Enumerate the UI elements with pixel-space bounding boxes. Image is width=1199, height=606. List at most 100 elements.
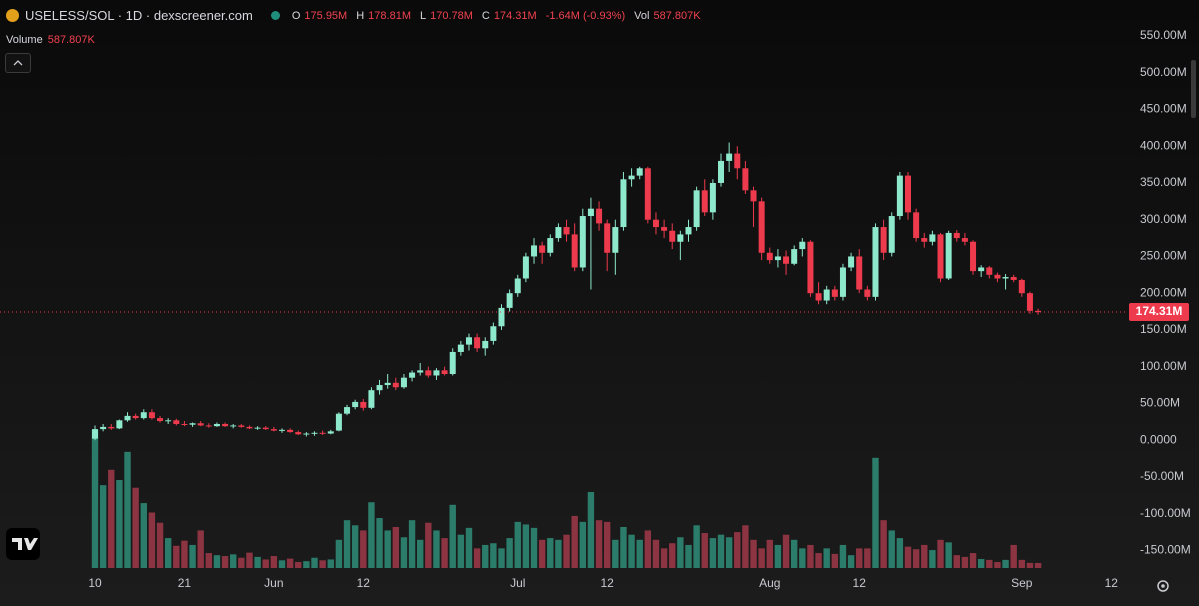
candle-body <box>636 168 643 176</box>
volume-bar <box>368 502 375 568</box>
candle-body <box>831 289 838 297</box>
y-tick-label: -50.00M <box>1140 469 1184 483</box>
volume-bar <box>327 559 334 568</box>
candle-body <box>173 420 180 424</box>
volume-bar <box>953 555 960 568</box>
status-dot <box>270 11 280 20</box>
volume-bar <box>384 530 391 568</box>
volume-bar <box>140 503 147 568</box>
candle-body <box>409 372 416 378</box>
volume-bar <box>799 548 806 568</box>
candle-body <box>571 234 578 268</box>
y-tick-label: 0.0000 <box>1140 432 1177 446</box>
candle-body <box>506 293 513 308</box>
volume-bar <box>790 539 798 568</box>
candle-body <box>872 227 879 297</box>
volume-bar <box>929 550 936 568</box>
volume-bar <box>839 544 847 568</box>
y-tick-label: 200.00M <box>1140 285 1187 299</box>
candle-body <box>311 432 318 434</box>
tv-logo <box>6 528 40 560</box>
candle-body <box>181 423 188 425</box>
volume-bar <box>660 548 668 568</box>
candle-body <box>596 208 603 224</box>
collapse-button[interactable] <box>5 53 31 73</box>
last-price-label: 174.31M <box>1136 304 1183 318</box>
volume-bar <box>620 527 627 568</box>
volume-bar <box>473 548 481 568</box>
candle-body <box>303 433 310 435</box>
candle-body <box>441 370 448 375</box>
candle-body <box>1035 310 1042 313</box>
volume-bar <box>815 553 822 568</box>
candle-body <box>896 175 903 217</box>
candle-body <box>961 238 968 242</box>
candle-body <box>880 227 887 253</box>
volume-bar <box>628 534 635 568</box>
volume-bar <box>205 553 213 568</box>
y-tick-label: 500.00M <box>1140 65 1187 79</box>
candle-body <box>888 216 895 253</box>
candle-body <box>799 241 806 250</box>
candle-body <box>157 418 164 422</box>
volume-bar <box>888 530 895 568</box>
settings-button[interactable] <box>1157 580 1169 592</box>
candle-body <box>335 413 342 431</box>
volume-bar <box>774 544 782 568</box>
candle-body <box>449 351 456 375</box>
x-tick-label: Jul <box>510 576 525 590</box>
volume-bar <box>91 430 99 568</box>
caret-icon <box>13 60 23 66</box>
volume-bar <box>904 546 912 568</box>
volume-bar <box>498 548 505 568</box>
volume-bar <box>1034 562 1042 568</box>
volume-bar <box>213 555 221 568</box>
candle-body <box>587 208 594 217</box>
candle-body <box>807 241 814 294</box>
volume-bar <box>303 561 310 568</box>
volume-bar <box>164 538 172 568</box>
volume-bar <box>108 469 115 568</box>
candle-body <box>726 153 733 161</box>
volume-bar <box>758 548 765 568</box>
volume-bar <box>189 544 196 568</box>
candle-body <box>482 340 489 349</box>
volume-bar <box>961 556 969 568</box>
candle-body <box>148 412 155 419</box>
volume-bar <box>669 543 676 568</box>
volume-bar <box>896 538 904 568</box>
volume-bar <box>295 562 302 568</box>
candle-body <box>531 245 538 257</box>
candle-body <box>108 426 115 429</box>
candle-body <box>287 429 294 433</box>
volume-bar <box>847 555 855 568</box>
volume-bar <box>457 534 465 568</box>
volume-bar <box>522 524 530 568</box>
candle-body <box>132 415 139 419</box>
volume-bars <box>91 430 1042 568</box>
volume-bar <box>246 552 253 568</box>
volume-legend-label: Volume <box>6 34 43 46</box>
volume-bar <box>823 548 830 568</box>
candle-body <box>262 427 269 430</box>
candle-body <box>693 190 700 228</box>
candle-body <box>205 425 212 427</box>
candle-body <box>823 289 830 301</box>
high-value: 178.81M <box>368 9 411 22</box>
volume-bar <box>880 520 887 568</box>
candle-body <box>1002 277 1009 279</box>
candle-body <box>677 234 684 242</box>
volume-bar <box>742 525 749 568</box>
candle-body <box>140 412 147 419</box>
candle-body <box>100 426 107 430</box>
volume-bar <box>994 562 1001 568</box>
candle-body <box>774 256 781 261</box>
candles <box>92 142 1042 441</box>
volume-value: 587.807K <box>653 9 701 22</box>
legend: USELESS/SOL · 1D · dexscreener.com O 175.… <box>6 8 706 23</box>
volume-bar <box>807 544 814 568</box>
candle-body <box>953 232 960 239</box>
volume-bar <box>636 539 643 568</box>
volume-bar <box>579 521 586 568</box>
candle-body <box>165 420 172 422</box>
